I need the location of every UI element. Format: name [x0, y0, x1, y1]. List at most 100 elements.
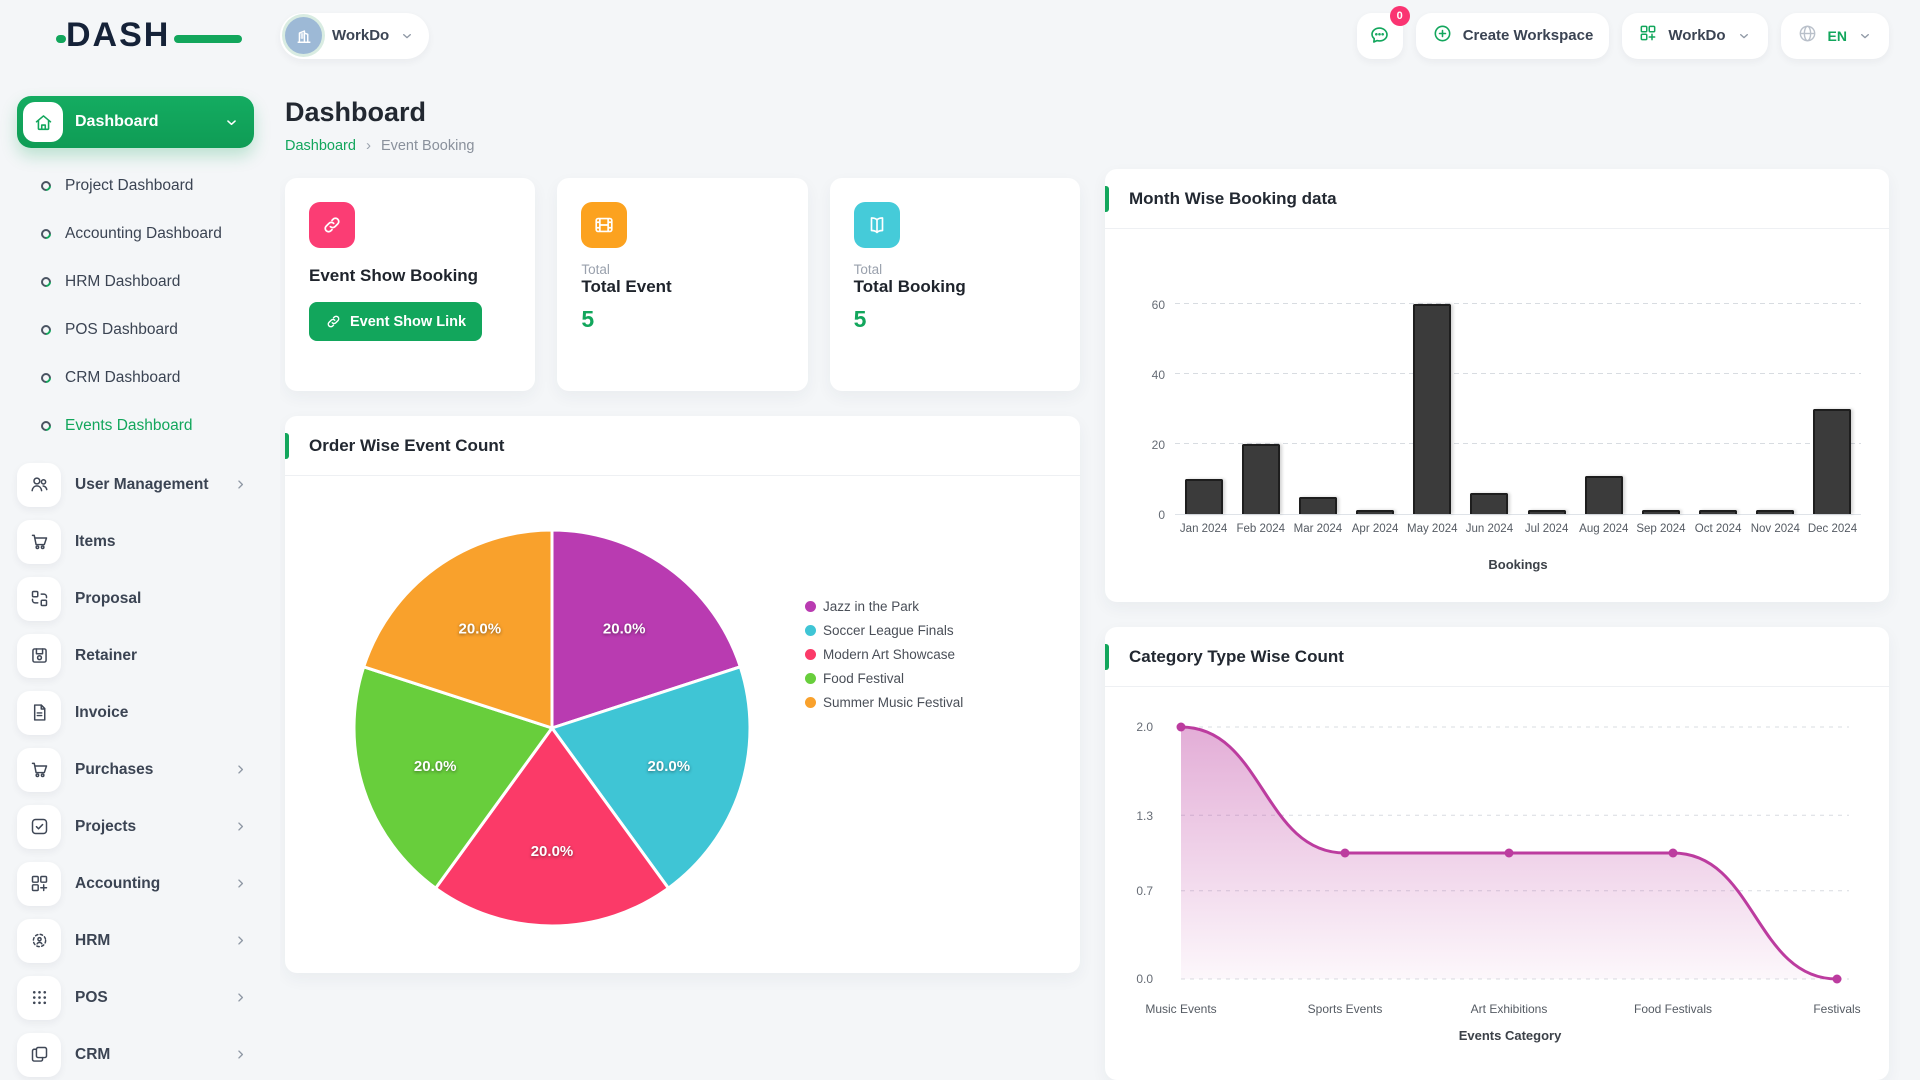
bar-x-axis: Jan 2024 Feb 2024 Mar 2024 Apr 2024 May 2024…: [1175, 523, 1861, 535]
x-tick-label: Nov 2024: [1750, 523, 1800, 535]
top-bar: DASH WorkDo 0 Create Workspace: [0, 0, 1920, 71]
chat-icon: [1371, 27, 1388, 43]
sidebar-item-hrm[interactable]: HRM: [17, 912, 254, 969]
purchases-icon: [17, 747, 61, 792]
legend-item[interactable]: Soccer League Finals: [805, 623, 963, 638]
sidebar-subitem-pos-dashboard[interactable]: POS Dashboard: [17, 306, 254, 354]
chevron-right-icon: [233, 990, 248, 1005]
chevron-down-icon: [1857, 28, 1873, 44]
projects-icon: [17, 804, 61, 849]
bar: [1356, 510, 1395, 514]
breadcrumb-separator-icon: ›: [365, 137, 371, 154]
total-booking-card: Total Total Booking 5: [829, 178, 1080, 391]
chevron-down-icon: [399, 28, 415, 44]
create-workspace-button[interactable]: Create Workspace: [1415, 12, 1610, 59]
link-icon: [327, 315, 340, 328]
sidebar-subitem-events-dashboard[interactable]: Events Dashboard: [17, 402, 254, 450]
sidebar-subitem-project-dashboard[interactable]: Project Dashboard: [17, 162, 254, 210]
legend-dot-icon: [805, 625, 816, 636]
x-tick-label: Music Events: [1145, 1002, 1217, 1017]
cart-icon: [17, 519, 61, 564]
sidebar-item-label: POS: [75, 988, 108, 1006]
month-wise-booking-card: Month Wise Booking data 0 20 40 60 Jan 2024…: [1105, 169, 1889, 603]
pie-slice: [361, 528, 554, 731]
sidebar-item-label: User Management: [75, 475, 209, 493]
sidebar-item-dashboard[interactable]: Dashboard: [17, 96, 254, 148]
globe-icon: [1797, 23, 1818, 49]
link-icon: [309, 202, 355, 248]
breadcrumb-link-dashboard[interactable]: Dashboard: [285, 137, 356, 154]
pie-slice: [549, 664, 752, 891]
event-show-link-button[interactable]: Event Show Link: [309, 302, 483, 341]
sidebar-subitem-label: HRM Dashboard: [65, 273, 181, 290]
x-tick-label: Art Exhibitions: [1470, 1002, 1548, 1017]
sidebar-subitem-accounting-dashboard[interactable]: Accounting Dashboard: [17, 210, 254, 258]
order-wise-event-count-card: Order Wise Event Count 20.0% 20.0% 20.0% 20…: [285, 416, 1080, 973]
hrm-icon: [17, 918, 61, 963]
pos-icon: [17, 975, 61, 1020]
status-ring-icon: [38, 226, 54, 242]
chevron-right-icon: [233, 1047, 248, 1062]
sidebar-item-label: Proposal: [75, 589, 142, 607]
card-title: Event Show Booking: [309, 266, 479, 285]
breadcrumb-current: Event Booking: [380, 137, 475, 154]
messages-button[interactable]: 0: [1356, 5, 1410, 59]
sidebar-item-pos[interactable]: POS: [17, 969, 254, 1026]
sidebar: Dashboard Project Dashboard Accounting Da…: [0, 71, 280, 1080]
bar: [1641, 510, 1680, 514]
y-tick-label: 20: [1151, 438, 1165, 452]
sidebar-subitem-hrm-dashboard[interactable]: HRM Dashboard: [17, 258, 254, 306]
sidebar-item-purchases[interactable]: Purchases: [17, 741, 254, 798]
stat-cards-row: Event Show Booking Event Show Link Total…: [285, 178, 1080, 391]
sidebar-item-proposal[interactable]: Proposal: [17, 570, 254, 627]
crm-icon: [17, 1032, 61, 1077]
chevron-right-icon: [233, 933, 248, 948]
sidebar-item-label: Dashboard: [75, 113, 159, 130]
sidebar-item-accounting[interactable]: Accounting: [17, 855, 254, 912]
sidebar-item-projects[interactable]: Projects: [17, 798, 254, 855]
legend-label: Modern Art Showcase: [823, 647, 956, 662]
card-value: 5: [581, 306, 595, 332]
book-icon: [853, 202, 900, 248]
bar: [1184, 479, 1223, 514]
chart-title: Category Type Wise Count: [1129, 646, 1344, 666]
sidebar-item-invoice[interactable]: Invoice: [17, 684, 254, 741]
app-switcher-button[interactable]: WorkDo: [1622, 12, 1768, 59]
area-chart: [1176, 722, 1849, 984]
chart-title: Order Wise Event Count: [309, 435, 505, 455]
create-workspace-label: Create Workspace: [1462, 27, 1594, 44]
bar: [1756, 510, 1795, 514]
sidebar-item-user-management[interactable]: User Management: [17, 456, 254, 513]
y-tick-label: 40: [1151, 368, 1165, 382]
pie-slice: [433, 725, 671, 928]
sidebar-item-retainer[interactable]: Retainer: [17, 627, 254, 684]
pie-legend: Jazz in the Park Soccer League Finals Mode…: [805, 599, 963, 933]
x-tick-label: Mar 2024: [1293, 523, 1343, 535]
legend-label: Soccer League Finals: [823, 623, 954, 638]
sidebar-item-label: CRM: [75, 1045, 111, 1063]
app-switcher-label: WorkDo: [1668, 27, 1726, 44]
sidebar-item-label: Purchases: [75, 760, 154, 778]
legend-item[interactable]: Summer Music Festival: [805, 695, 963, 710]
legend-item[interactable]: Jazz in the Park: [805, 599, 963, 614]
sidebar-subitem-crm-dashboard[interactable]: CRM Dashboard: [17, 354, 254, 402]
bar: [1298, 496, 1337, 514]
language-selector[interactable]: EN: [1780, 12, 1889, 59]
y-tick-label: 0: [1158, 508, 1165, 522]
home-icon: [23, 102, 63, 142]
sidebar-item-items[interactable]: Items: [17, 513, 254, 570]
app-logo[interactable]: DASH: [56, 16, 280, 55]
y-tick-label: 1.3: [1136, 808, 1153, 823]
legend-item[interactable]: Modern Art Showcase: [805, 647, 963, 662]
legend-label: Food Festival: [823, 671, 905, 686]
sidebar-item-crm[interactable]: CRM: [17, 1026, 254, 1080]
proposal-icon: [17, 576, 61, 621]
plus-circle-icon: [1432, 23, 1453, 49]
legend-item[interactable]: Food Festival: [805, 671, 963, 686]
pie-slice: [550, 528, 743, 731]
workspace-switcher[interactable]: WorkDo: [280, 12, 430, 59]
area-x-axis-title: Events Category: [1458, 1028, 1562, 1044]
bar: [1527, 510, 1566, 514]
status-ring-icon: [38, 274, 54, 290]
total-event-card: Total Total Event 5: [557, 178, 808, 391]
